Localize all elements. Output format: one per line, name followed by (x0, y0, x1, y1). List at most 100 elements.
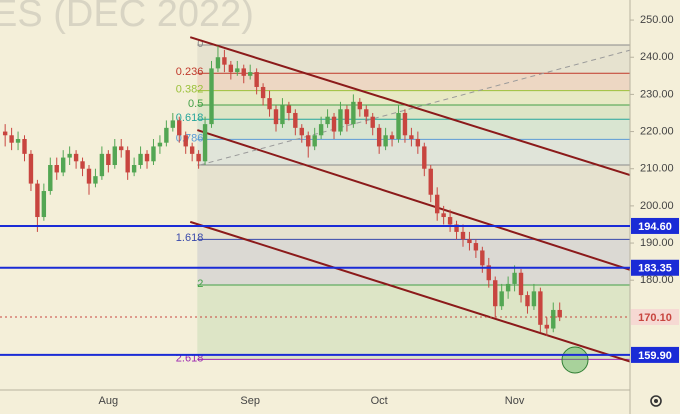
candle-body (505, 283, 511, 292)
fib-label: 0.382 (176, 84, 204, 96)
price-tag-label: 170.10 (638, 312, 672, 324)
fib-zone (197, 73, 630, 91)
candle-body (202, 124, 208, 162)
candle-body (280, 105, 285, 125)
candle-body (538, 291, 543, 325)
trendline (197, 129, 630, 271)
candle-body (80, 161, 85, 169)
candle-body (170, 120, 176, 128)
y-tick-label: 240.00 (640, 51, 674, 63)
candle-body (447, 217, 453, 225)
candle-body (557, 309, 562, 318)
candle-body (396, 112, 401, 139)
candle-body (260, 86, 266, 99)
fib-label: 0 (197, 38, 203, 50)
candle-body (86, 168, 92, 184)
candle-body (544, 324, 550, 329)
candle-body (22, 138, 27, 154)
plot-area: ES (DEC 2022) 0 0.236 0.382 0.5 0.618 0.786 1.… (0, 0, 630, 364)
fib-label: 2 (197, 278, 203, 290)
candle-body (138, 153, 143, 166)
fib-zone (197, 239, 630, 286)
candle-body (428, 168, 433, 195)
candle-body (402, 112, 408, 136)
candle-body (493, 280, 498, 307)
candle-body (389, 135, 395, 139)
candle-body (119, 146, 124, 151)
settings-icon[interactable] (650, 395, 662, 407)
candle-body (480, 250, 485, 266)
candle-body (241, 68, 246, 76)
candle-body (15, 138, 21, 143)
candle-body (125, 150, 130, 173)
fib-label: 1.618 (176, 232, 204, 244)
fib-zone (197, 285, 630, 360)
candle-body (99, 153, 105, 177)
fib-label: 0.5 (188, 98, 203, 110)
fib-zone (197, 104, 630, 120)
candle-body (235, 68, 240, 73)
candle-body (415, 138, 421, 147)
candle-body (131, 165, 137, 173)
candle-body (48, 165, 53, 192)
candle-body (525, 295, 530, 307)
candle-body (422, 146, 427, 169)
candle-body (383, 135, 388, 147)
candle-body (112, 146, 117, 166)
price-tag (631, 259, 679, 276)
candle-body (454, 224, 459, 232)
trendline (189, 220, 630, 363)
candle-body (247, 72, 253, 76)
candle-body (486, 265, 491, 281)
candle-body (312, 135, 317, 147)
x-tick-label: Oct (371, 395, 388, 407)
candle-body (518, 272, 524, 296)
candle-body (254, 72, 259, 87)
y-tick-label: 190.00 (640, 237, 674, 249)
candle-body (338, 109, 343, 132)
candle-body (9, 135, 14, 143)
candle-body (73, 153, 79, 162)
candle-body (144, 153, 150, 162)
x-tick-label: Nov (505, 395, 525, 407)
candle-body (41, 191, 47, 218)
highlight-circle (561, 346, 589, 374)
candle-body (434, 194, 440, 214)
y-tick-label: 200.00 (640, 200, 674, 212)
watermark-title: ES (DEC 2022) (0, 0, 254, 35)
y-tick-label: 210.00 (640, 163, 674, 175)
price-tag (631, 309, 679, 326)
candle-body (351, 101, 356, 125)
candle-body (318, 124, 324, 136)
price-tag-label: 194.60 (638, 221, 672, 233)
candle-body (357, 101, 363, 110)
candle-body (164, 127, 169, 143)
candle-body (35, 183, 40, 218)
gear-center[interactable] (654, 399, 658, 403)
fib-zone (197, 139, 630, 166)
candle-body (183, 135, 188, 147)
candle-body (512, 272, 517, 284)
candle-body (473, 243, 479, 251)
candle-body (364, 109, 369, 117)
gear[interactable] (650, 395, 662, 407)
fib-zone (197, 165, 630, 240)
candle-body (54, 165, 59, 173)
y-tick-label: 250.00 (640, 14, 674, 26)
fib-zone (197, 119, 630, 140)
candle-body (293, 112, 298, 128)
candle-body (93, 176, 98, 184)
trendline (189, 36, 630, 176)
candle-body (189, 146, 195, 154)
candle-body (499, 291, 504, 307)
price-tag-label: 183.35 (638, 263, 672, 275)
fib-label: 0.618 (176, 112, 204, 124)
candle-body (409, 135, 414, 139)
candle-body (267, 98, 272, 110)
candle-body (106, 153, 111, 166)
candle-body (222, 57, 227, 65)
candle-body (28, 153, 34, 184)
candle-body (370, 116, 375, 128)
y-tick-label: 220.00 (640, 125, 674, 137)
